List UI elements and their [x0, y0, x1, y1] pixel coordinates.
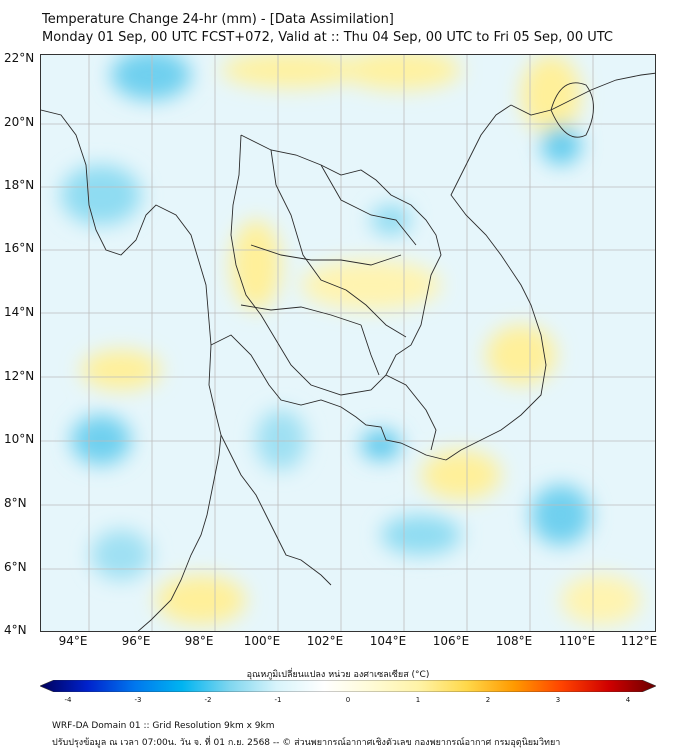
latitude-label: 16°N — [4, 241, 35, 255]
longitude-label: 112°E — [620, 634, 658, 648]
colorbar — [40, 680, 656, 692]
colorbar-tick-label: 0 — [345, 696, 351, 704]
colorbar-tick-label: 1 — [415, 696, 421, 704]
longitude-label: 106°E — [432, 634, 470, 648]
latitude-label: 8°N — [4, 496, 27, 510]
latitude-label: 10°N — [4, 432, 35, 446]
longitude-label: 108°E — [495, 634, 533, 648]
longitude-label: 102°E — [306, 634, 344, 648]
graticule — [41, 55, 655, 631]
temperature-change-map — [41, 55, 655, 631]
colorbar-tick-label: -4 — [64, 696, 72, 704]
colorbar-tick-label: -2 — [204, 696, 212, 704]
longitude-label: 96°E — [121, 634, 151, 648]
longitude-label: 104°E — [369, 634, 407, 648]
longitude-label: 110°E — [558, 634, 596, 648]
latitude-label: 18°N — [4, 178, 35, 192]
colorbar-tick-label: 4 — [625, 696, 631, 704]
footer-credits: ปรับปรุงข้อมูล ณ เวลา 07:00น. วัน จ. ที่… — [52, 738, 561, 748]
latitude-label: 14°N — [4, 305, 35, 319]
latitude-label: 20°N — [4, 115, 35, 129]
footer-model-info: WRF-DA Domain 01 :: Grid Resolution 9km … — [52, 721, 275, 731]
longitude-label: 98°E — [184, 634, 214, 648]
colorbar-tick-label: 2 — [485, 696, 491, 704]
latitude-label: 4°N — [4, 623, 27, 637]
colorbar-tick-label: -1 — [274, 696, 282, 704]
longitude-label: 94°E — [58, 634, 88, 648]
latitude-label: 22°N — [4, 51, 35, 65]
chart-title: Temperature Change 24-hr (mm) - [Data As… — [42, 12, 394, 27]
temperature-field — [61, 55, 641, 625]
latitude-label: 12°N — [4, 369, 35, 383]
chart-subtitle: Monday 01 Sep, 00 UTC FCST+072, Valid at… — [42, 30, 613, 45]
latitude-label: 6°N — [4, 560, 27, 574]
colorbar-tick-label: -3 — [134, 696, 142, 704]
colorbar-bar — [40, 680, 656, 692]
coastlines-and-borders — [41, 72, 655, 631]
colorbar-tick-label: 3 — [555, 696, 561, 704]
colorbar-label: อุณหภูมิเปลี่ยนแปลง หน่วย องศาเซลเซียส (… — [246, 670, 430, 680]
map-panel — [40, 54, 656, 632]
longitude-label: 100°E — [243, 634, 281, 648]
